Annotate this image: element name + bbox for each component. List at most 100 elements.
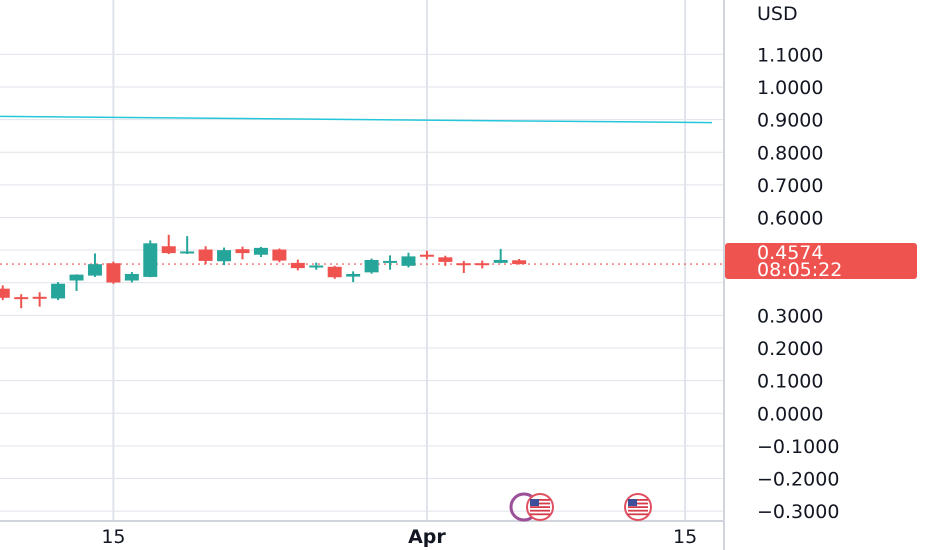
price-tick-label: −0.3000 bbox=[757, 501, 839, 523]
candle bbox=[32, 292, 47, 307]
event-group[interactable] bbox=[509, 492, 554, 522]
price-tick-label: 1.0000 bbox=[757, 77, 823, 99]
price-tick-label: 0.6000 bbox=[757, 208, 823, 230]
last-price-tag: 0.4574 08:05:22 bbox=[725, 242, 917, 281]
candle-body bbox=[456, 263, 471, 266]
candle bbox=[143, 240, 158, 278]
price-tick-label: 0.2000 bbox=[757, 338, 823, 360]
candle bbox=[401, 252, 416, 268]
candle-body bbox=[419, 254, 434, 257]
price-tick-label: −0.2000 bbox=[757, 469, 839, 491]
price-tick-label: 0.8000 bbox=[757, 142, 823, 164]
candle bbox=[14, 294, 29, 309]
time-axis-labels: 15 Apr 15 bbox=[101, 526, 697, 548]
candle-body bbox=[401, 256, 416, 266]
candle bbox=[475, 260, 490, 269]
candle bbox=[0, 285, 10, 301]
candle bbox=[180, 236, 195, 255]
last-price-tag-background bbox=[725, 243, 917, 279]
candle bbox=[124, 272, 139, 283]
candle bbox=[346, 271, 361, 283]
flag-stripe bbox=[628, 509, 648, 512]
candle bbox=[383, 255, 398, 270]
flag-stripe bbox=[530, 509, 550, 512]
candle-body bbox=[346, 273, 361, 277]
candle-body bbox=[198, 249, 213, 261]
flag-stripe bbox=[530, 506, 550, 508]
candle-body bbox=[309, 265, 324, 268]
candle-body bbox=[235, 249, 250, 254]
flag-stripe bbox=[628, 513, 648, 516]
candle bbox=[456, 260, 471, 273]
vertical-gridlines bbox=[112, 0, 687, 521]
price-tick-label: 0.1000 bbox=[757, 371, 823, 393]
price-tick-label: 0.0000 bbox=[757, 403, 823, 425]
price-tick-label: 0.9000 bbox=[757, 110, 823, 132]
candle bbox=[106, 261, 121, 284]
price-tick-label: 0.3000 bbox=[757, 305, 823, 327]
flag-stripe bbox=[530, 513, 550, 516]
price-tick-label: 0.7000 bbox=[757, 175, 823, 197]
candle bbox=[493, 248, 508, 264]
flag-canton bbox=[530, 499, 539, 506]
us-flag-icon[interactable] bbox=[624, 493, 652, 521]
event-group[interactable] bbox=[624, 493, 652, 521]
horizontal-trend-line[interactable] bbox=[0, 115, 713, 124]
price-axis-labels: 1.10001.00000.90000.80000.70000.60000.50… bbox=[757, 44, 839, 523]
candle-body bbox=[143, 243, 158, 277]
candle bbox=[217, 247, 232, 266]
candle bbox=[69, 274, 84, 291]
candle bbox=[419, 250, 434, 260]
price-tick-label: 1.1000 bbox=[757, 44, 823, 66]
candle bbox=[512, 258, 527, 265]
candle-body bbox=[106, 263, 121, 283]
candle-body bbox=[14, 297, 29, 300]
horizontal-gridlines bbox=[0, 53, 724, 512]
candle-body bbox=[327, 266, 342, 278]
candle bbox=[364, 258, 379, 274]
candle-body bbox=[493, 259, 508, 263]
candle bbox=[198, 246, 213, 265]
candle bbox=[438, 255, 453, 266]
economic-events[interactable] bbox=[509, 492, 652, 522]
candle-body bbox=[438, 257, 453, 262]
candle-body bbox=[253, 247, 268, 255]
candle-body bbox=[475, 263, 490, 266]
candle-body bbox=[383, 260, 398, 263]
flag-stripe bbox=[628, 499, 648, 501]
flag-canton bbox=[628, 499, 637, 506]
time-tick-label: 15 bbox=[101, 526, 125, 548]
candle-body bbox=[512, 260, 527, 265]
last-price-value: 0.4574 bbox=[757, 242, 823, 264]
price-tick-label: −0.1000 bbox=[757, 436, 839, 458]
candle bbox=[327, 265, 342, 279]
candle-body bbox=[161, 246, 176, 254]
flag-stripe bbox=[628, 506, 648, 508]
candles bbox=[0, 234, 527, 309]
time-tick-label: 15 bbox=[673, 526, 697, 548]
us-flag-icon[interactable] bbox=[526, 493, 554, 521]
candle-body bbox=[364, 259, 379, 273]
currency-label[interactable]: USD bbox=[757, 3, 798, 25]
flag-stripe bbox=[530, 502, 550, 505]
candle bbox=[290, 259, 305, 271]
candle bbox=[87, 253, 102, 277]
flag-stripe bbox=[530, 499, 550, 501]
candle bbox=[309, 262, 324, 270]
candle bbox=[253, 246, 268, 258]
candle-body bbox=[69, 274, 84, 281]
candle-body bbox=[0, 288, 10, 298]
flag-stripe bbox=[628, 502, 648, 505]
bar-countdown: 08:05:22 bbox=[757, 259, 842, 281]
candle-body bbox=[272, 249, 287, 261]
candle-body bbox=[290, 262, 305, 269]
candle bbox=[235, 246, 250, 260]
time-tick-label: Apr bbox=[408, 526, 446, 548]
candle bbox=[51, 282, 66, 301]
candle-body bbox=[87, 264, 102, 276]
candle-body bbox=[217, 250, 232, 262]
candle-body bbox=[124, 273, 139, 281]
candle-body bbox=[180, 251, 195, 254]
candle-body bbox=[32, 296, 47, 299]
